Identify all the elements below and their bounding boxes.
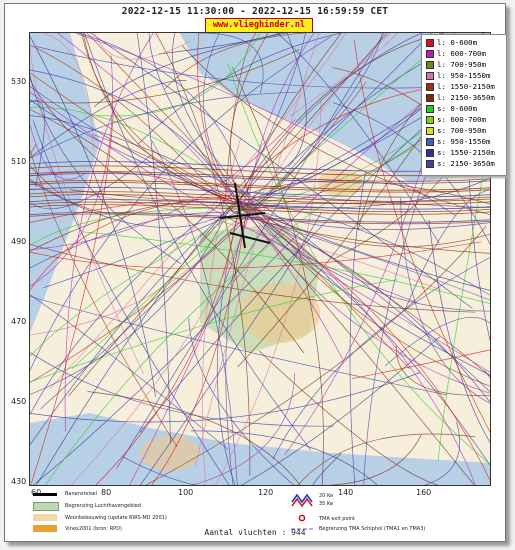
urban-area	[140, 435, 200, 471]
legend-label: l: 600-700m	[437, 49, 486, 58]
legend-swatch	[426, 149, 434, 157]
y-tick: 430	[11, 477, 26, 486]
legend-label: s: 1550-2150m	[437, 148, 495, 157]
time-range-title: 2022-12-15 11:30:00 - 2022-12-15 16:59:5…	[5, 6, 505, 17]
legend-swatch	[426, 61, 434, 69]
airport-area-swatch	[33, 502, 59, 511]
legend-swatch	[426, 105, 434, 113]
legend-item: s: 0-600m	[426, 103, 477, 114]
flight-count: Aantal vluchten : 944	[5, 528, 505, 537]
legend-label: s: 600-700m	[437, 115, 486, 124]
legend-item: l: 600-700m	[426, 48, 486, 59]
contour-icon	[291, 492, 313, 508]
legend-item: s: 2150-3650m	[426, 158, 495, 169]
legend-label: l: 950-1550m	[437, 71, 490, 80]
legend-label: s: 0-600m	[437, 104, 477, 113]
legend-swatch	[426, 94, 434, 102]
legend-swatch	[426, 83, 434, 91]
housing-swatch	[33, 514, 57, 521]
legend-label: l: 2150-3650m	[437, 93, 495, 102]
legend-item: l: 2150-3650m	[426, 92, 495, 103]
site-badge[interactable]: www.vlieghinder.nl	[205, 18, 313, 33]
legend-item: l: 1550-2150m	[426, 81, 495, 92]
legend-label: l: 700-950m	[437, 60, 486, 69]
housing-label: Woonbebouwing (update RWS-MD 2001)	[65, 515, 167, 521]
legend-item: l: 700-950m	[426, 59, 486, 70]
tma-exit-label: TMA exit point	[319, 516, 355, 522]
legend-label: s: 700-950m	[437, 126, 486, 135]
legend-label: s: 2150-3650m	[437, 159, 495, 168]
legend-label: s: 950-1550m	[437, 137, 490, 146]
legend-swatch	[426, 138, 434, 146]
legend-item: l: 0-600m	[426, 37, 477, 48]
y-tick: 490	[11, 237, 26, 246]
map-frame: 2022-12-15 11:30:00 - 2022-12-15 16:59:5…	[4, 3, 506, 542]
runway-swatch	[33, 493, 57, 496]
legend-swatch	[426, 127, 434, 135]
legend-swatch	[426, 39, 434, 47]
altitude-legend: l: 0-600m l: 600-700m l: 700-950m l: 950…	[421, 34, 507, 176]
tma-exit-point-icon	[298, 514, 306, 522]
legend-item: l: 950-1550m	[426, 70, 490, 81]
legend-swatch	[426, 160, 434, 168]
legend-item: s: 950-1550m	[426, 136, 490, 147]
legend-swatch	[426, 72, 434, 80]
y-tick: 510	[11, 157, 26, 166]
legend-swatch	[426, 116, 434, 124]
legend-item: s: 1550-2150m	[426, 147, 495, 158]
legend-item: s: 700-950m	[426, 125, 486, 136]
ke35-label: 35 Ke	[319, 501, 333, 507]
runway-label: Banenstelsel	[65, 491, 97, 497]
y-tick: 530	[11, 77, 26, 86]
airport-area-label: Begrenzing Luchthavengebied	[65, 503, 141, 509]
legend-swatch	[426, 50, 434, 58]
y-tick: 450	[11, 397, 26, 406]
legend-label: l: 1550-2150m	[437, 82, 495, 91]
legend-item: s: 600-700m	[426, 114, 486, 125]
ke20-label: 20 Ke	[319, 493, 333, 499]
y-tick: 470	[11, 317, 26, 326]
legend-label: l: 0-600m	[437, 38, 477, 47]
